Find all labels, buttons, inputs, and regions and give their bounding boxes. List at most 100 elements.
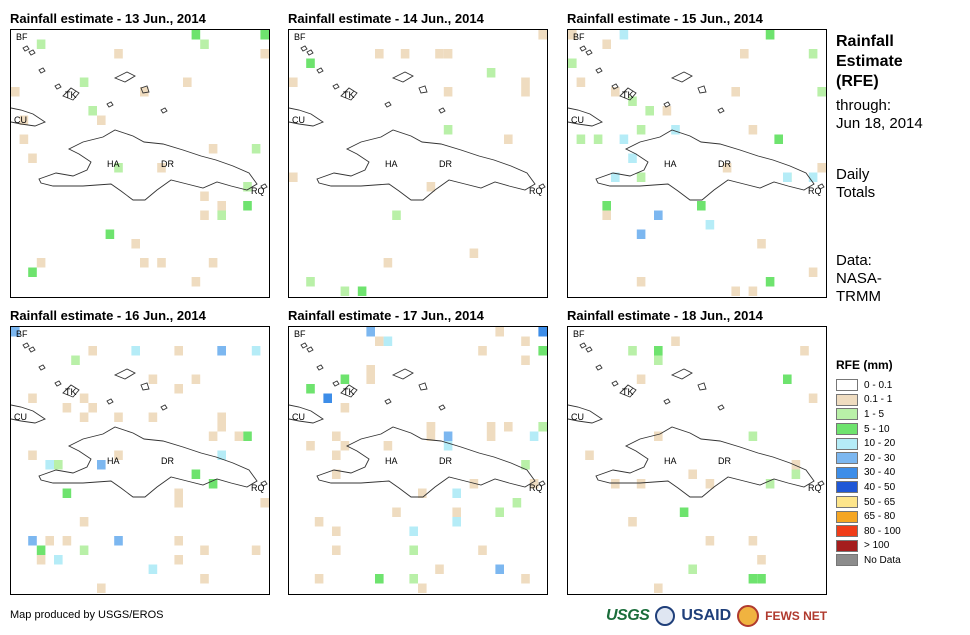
island-outline	[106, 398, 114, 405]
totals-line: Totals	[836, 184, 876, 201]
panel-title: Rainfall estimate - 17 Jun., 2014	[288, 308, 484, 323]
rainfall-cell	[705, 220, 715, 230]
rainfall-cell	[289, 172, 298, 182]
rainfall-cell	[765, 30, 775, 40]
place-label-bf: BF	[573, 32, 585, 42]
rainfall-cell	[774, 134, 783, 144]
rainfall-cell	[340, 374, 350, 384]
rainfall-cell	[332, 526, 341, 536]
island-outline	[384, 398, 392, 405]
island-outline	[106, 101, 114, 108]
rainfall-cell	[306, 441, 315, 451]
rainfall-cell	[174, 384, 183, 394]
rainfall-cell	[332, 450, 341, 460]
rainfall-cell	[157, 258, 166, 268]
rainfall-cell	[731, 286, 740, 296]
rainfall-cell	[174, 488, 183, 498]
rainfall-cell	[28, 393, 37, 403]
rainfall-cell	[191, 277, 201, 287]
place-label-bf: BF	[294, 32, 306, 42]
rainfall-cell	[521, 336, 530, 346]
rainfall-map: BF TK CU HA DR RQ	[11, 30, 269, 287]
rainfall-map: BF TK CU HA DR RQ	[289, 30, 547, 296]
hispaniola-outline	[38, 426, 258, 498]
rainfall-cell	[54, 460, 63, 470]
rainfall-cell	[504, 134, 513, 144]
island-outline	[663, 101, 671, 108]
island-outline	[54, 380, 62, 387]
legend-label: 80 - 100	[864, 525, 901, 537]
legend-label: 30 - 40	[864, 467, 896, 479]
rainfall-cell	[783, 374, 792, 384]
island-outline	[611, 83, 619, 90]
rainfall-cell	[593, 134, 603, 144]
legend-item: No Data	[836, 553, 946, 568]
rainfall-cell	[671, 125, 680, 135]
rainfall-cell	[260, 30, 269, 40]
through-date: Jun 18, 2014	[836, 115, 923, 132]
legend-swatch	[836, 379, 858, 392]
usaid-logo: USAID	[681, 607, 732, 624]
rainfall-cell	[174, 498, 183, 508]
place-label-tk: TK	[622, 387, 634, 397]
legend-swatch	[836, 466, 858, 479]
place-label-cu: CU	[571, 115, 584, 125]
rainfall-cell	[478, 346, 487, 356]
rainfall-cell	[114, 536, 123, 546]
rfe-legend: RFE (mm) 0 - 0.1 0.1 - 1 1 - 5 5 - 10 10 - 2…	[836, 358, 946, 568]
rainfall-cells	[289, 30, 547, 296]
island-outline	[140, 85, 150, 94]
rainfall-cell	[654, 210, 663, 220]
rainfall-cell	[200, 191, 209, 201]
rainfall-cell	[383, 441, 393, 451]
island-outline	[418, 382, 428, 391]
rainfall-cell	[79, 412, 89, 422]
rainfall-cell	[654, 355, 663, 365]
rainfall-map: BF TK CU HA DR RQ	[568, 30, 826, 296]
rainfall-cell	[636, 125, 646, 135]
island-outline	[611, 380, 619, 387]
rainfall-cell	[486, 68, 496, 78]
legend-swatch	[836, 423, 858, 436]
rainfall-cell	[662, 106, 672, 116]
rainfall-cell	[757, 574, 766, 584]
rainfall-cell	[314, 574, 324, 584]
map-frame: BF TK CU HA DR RQ	[567, 326, 827, 595]
rainfall-cell	[19, 115, 29, 125]
legend-item: > 100	[836, 539, 946, 554]
legend-rows: 0 - 0.1 0.1 - 1 1 - 5 5 - 10 10 - 20 20 - 30 3…	[836, 378, 946, 568]
island-outline	[113, 71, 136, 83]
island-outline	[332, 83, 340, 90]
place-label-rq: RQ	[808, 483, 822, 493]
rainfall-cells	[306, 327, 547, 593]
rainfall-cell	[200, 545, 209, 555]
rainfall-cell	[636, 479, 646, 489]
legend-item: 0.1 - 1	[836, 393, 946, 408]
rainfall-cell	[568, 30, 577, 40]
island-outline	[306, 346, 314, 353]
island-outline	[697, 382, 707, 391]
rainfall-cell	[200, 574, 209, 584]
rainfall-cell	[62, 488, 72, 498]
rainfall-cell	[217, 450, 226, 460]
agency-logos: USGS USAID FEWS NET	[606, 604, 827, 628]
legend-swatch	[836, 510, 858, 523]
island-outline	[160, 107, 168, 114]
place-label-cu: CU	[292, 115, 305, 125]
rainfall-cell	[611, 87, 620, 97]
island-outline	[28, 346, 36, 353]
hispaniola-outline	[38, 129, 258, 201]
legend-label: 20 - 30	[864, 452, 896, 464]
rainfall-cell	[619, 134, 629, 144]
rainfall-cell	[105, 229, 115, 239]
rainfall-cell	[645, 106, 654, 116]
legend-swatch	[836, 496, 858, 509]
rainfall-cell	[131, 239, 140, 249]
rainfall-cell	[157, 163, 166, 173]
rainfall-cell	[705, 536, 715, 546]
rainfall-map: BF TK CU HA DR RQ	[11, 327, 269, 593]
island-outline	[260, 480, 268, 487]
rainfall-cell	[469, 479, 479, 489]
rainfall-cell	[323, 393, 332, 403]
panel-title: Rainfall estimate - 16 Jun., 2014	[10, 308, 206, 323]
